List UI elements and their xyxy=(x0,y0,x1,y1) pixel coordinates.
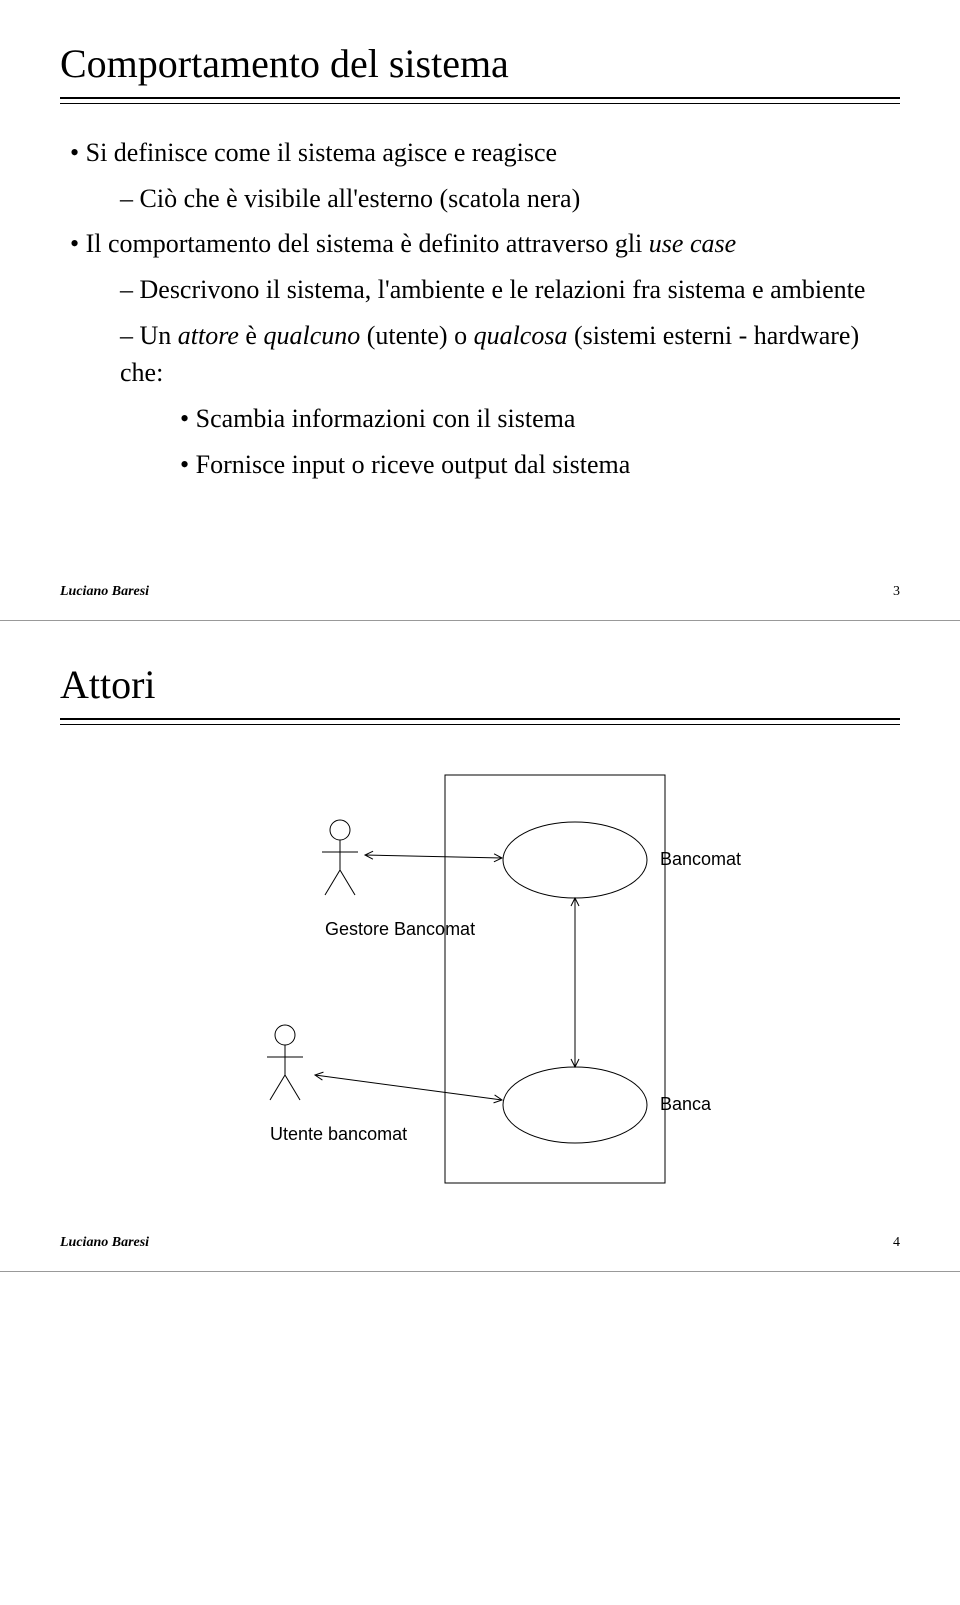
slide-1: Comportamento del sistema Si definisce c… xyxy=(0,0,960,621)
title-rule-thin xyxy=(60,103,900,104)
text-plain: (utente) o xyxy=(360,321,473,350)
label-utente: Utente bancomat xyxy=(270,1124,407,1144)
actor-utente-leg-r xyxy=(285,1075,300,1100)
usecase-diagram: Gestore Bancomat Utente bancomat Bancomat B… xyxy=(180,765,780,1215)
footer-page: 3 xyxy=(893,584,900,600)
usecase-banca xyxy=(503,1067,647,1143)
text-plain: Un xyxy=(140,321,178,350)
title-rule-thin xyxy=(60,724,900,725)
text-italic: qualcosa xyxy=(474,321,568,350)
slide-2: Attori Gestore Bancomat Utente bancomat Ba… xyxy=(0,621,960,1272)
actor-utente-leg-l xyxy=(270,1075,285,1100)
label-banca: Banca xyxy=(660,1094,712,1114)
slide-footer: Luciano Baresi 4 xyxy=(60,1235,900,1251)
bullet-list: Si definisce come il sistema agisce e re… xyxy=(60,134,900,484)
title-rule-thick xyxy=(60,97,900,99)
text-italic: attore xyxy=(178,321,239,350)
bullet-l2: Ciò che è visibile all'esterno (scatola … xyxy=(120,180,900,218)
footer-author: Luciano Baresi xyxy=(60,584,149,600)
label-gestore: Gestore Bancomat xyxy=(325,919,475,939)
bullet-l1: Il comportamento del sistema è definito … xyxy=(70,225,900,263)
bullet-l1: Si definisce come il sistema agisce e re… xyxy=(70,134,900,172)
text-italic: use case xyxy=(649,229,736,258)
bullet-l3: Scambia informazioni con il sistema xyxy=(180,400,900,438)
bullet-l2: Descrivono il sistema, l'ambiente e le r… xyxy=(120,271,900,309)
bullet-l3: Fornisce input o riceve output dal siste… xyxy=(180,446,900,484)
slide-footer: Luciano Baresi 3 xyxy=(60,584,900,600)
actor-utente-head xyxy=(275,1025,295,1045)
slide-title: Attori xyxy=(60,661,900,708)
usecase-svg: Gestore Bancomat Utente bancomat Bancomat B… xyxy=(180,765,780,1215)
actor-gestore-head xyxy=(330,820,350,840)
bullet-l2: Un attore è qualcuno (utente) o qualcosa… xyxy=(120,317,900,392)
footer-author: Luciano Baresi xyxy=(60,1235,149,1251)
slide-title: Comportamento del sistema xyxy=(60,40,900,87)
footer-page: 4 xyxy=(893,1235,900,1251)
assoc-utente-banca xyxy=(315,1075,502,1100)
usecase-bancomat xyxy=(503,822,647,898)
label-bancomat: Bancomat xyxy=(660,849,741,869)
text-italic: qualcuno xyxy=(263,321,360,350)
actor-gestore-leg-r xyxy=(340,870,355,895)
text-plain: Il comportamento del sistema è definito … xyxy=(86,229,649,258)
assoc-gestore-bancomat xyxy=(365,855,502,858)
text-plain: è xyxy=(239,321,264,350)
actor-gestore-leg-l xyxy=(325,870,340,895)
title-rule-thick xyxy=(60,718,900,720)
